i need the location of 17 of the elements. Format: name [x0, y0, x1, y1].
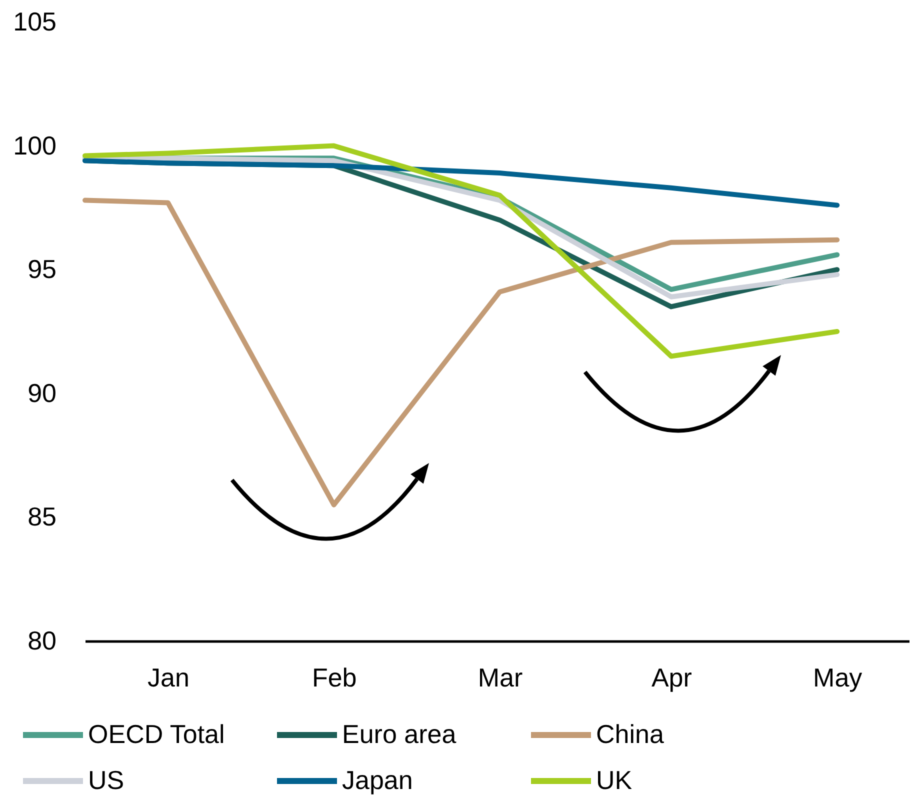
- x-tick-label: Feb: [312, 662, 357, 692]
- x-tick-label: Jan: [147, 662, 190, 692]
- y-tick-label: 85: [28, 502, 56, 532]
- legend-label: OECD Total: [88, 719, 225, 749]
- legend-label: China: [596, 719, 664, 749]
- legend-label: Japan: [342, 765, 413, 795]
- y-tick-label: 100: [13, 130, 56, 160]
- x-tick-label: Apr: [651, 662, 692, 692]
- y-tick-label: 90: [28, 378, 56, 408]
- y-tick-label: 80: [28, 626, 56, 656]
- x-tick-label: May: [813, 662, 862, 692]
- legend-label: UK: [596, 765, 633, 795]
- y-tick-label: 105: [13, 6, 56, 36]
- x-tick-label: Mar: [478, 662, 523, 692]
- legend-label: Euro area: [342, 719, 457, 749]
- y-tick-label: 95: [28, 254, 56, 284]
- legend-label: US: [88, 765, 124, 795]
